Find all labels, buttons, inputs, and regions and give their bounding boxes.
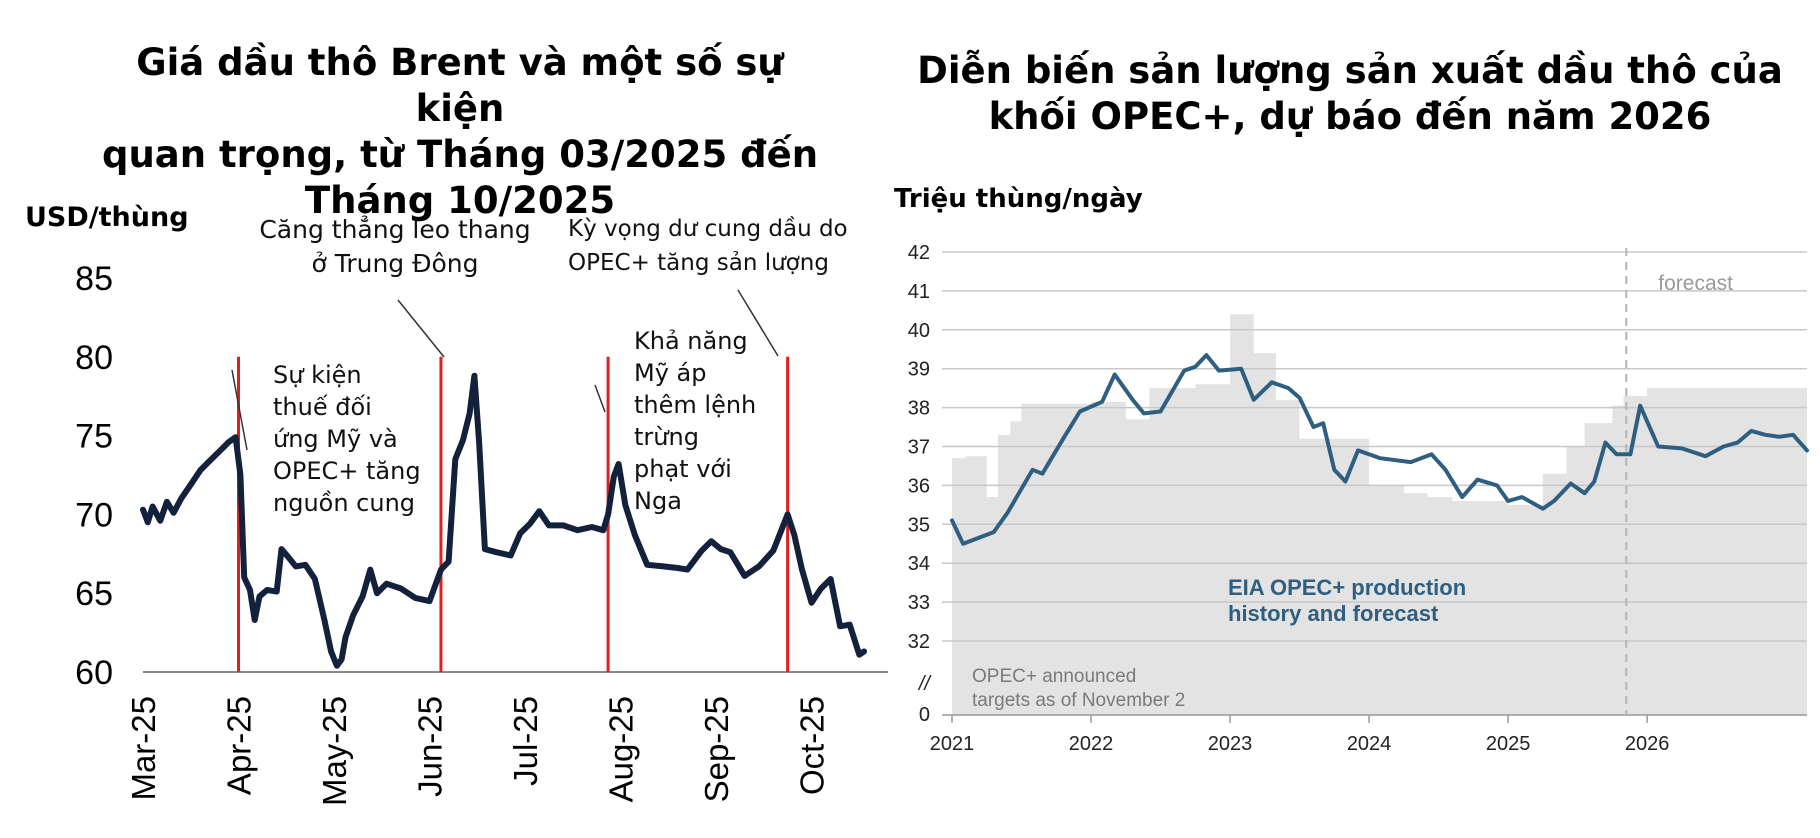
brent-y-tick-label: 80	[75, 339, 113, 377]
opec-targets-label: OPEC+ announced	[972, 666, 1136, 687]
brent-y-tick-label: 75	[75, 418, 113, 456]
annotation-russia-line: phạt với	[634, 455, 732, 483]
opec-y-tick-label: 38	[908, 398, 930, 420]
brent-x-tick-label: Jun-25	[412, 696, 449, 797]
annotation-tariff-line: thuế đối	[273, 393, 372, 421]
opec-x-tick-label: 2022	[1069, 733, 1114, 755]
opec-production-line	[950, 353, 1809, 546]
annotation-tariff-line: Sự kiện	[273, 361, 362, 389]
opec-series-label: history and forecast	[1228, 601, 1439, 626]
brent-x-tick-label: Mar-25	[125, 696, 162, 801]
annotation-russia-line: Khả năng	[634, 327, 748, 355]
opec-title-line-1: Diễn biến sản lượng sản xuất dầu thô của	[917, 49, 1783, 92]
opec-y-tick-label: 40	[908, 320, 930, 342]
annotation-leader-line	[737, 289, 779, 357]
annotation-middle-east-line: Căng thẳng leo thang	[259, 215, 531, 244]
brent-x-tick-label: Aug-25	[603, 696, 640, 802]
annotation-oversupply-line: OPEC+ tăng sản lượng	[568, 250, 829, 276]
axis-break-mark: //	[917, 673, 933, 695]
annotation-russia-line: trừng	[634, 423, 699, 451]
opec-chart-panel: Diễn biến sản lượng sản xuất dầu thô của…	[880, 0, 1820, 838]
annotation-tariff: Sự kiện thuế đối ứng Mỹ và OPEC+ tăng ng…	[273, 359, 421, 519]
brent-x-tick-label: Jul-25	[507, 696, 544, 786]
forecast-label: forecast	[1658, 272, 1733, 295]
annotation-russia-line: Mỹ áp	[634, 359, 707, 387]
annotation-middle-east: Căng thẳng leo thang ở Trung Đông	[245, 213, 545, 281]
brent-title-line-3: Tháng 10/2025	[304, 179, 616, 222]
annotation-russia-sanctions: Khả năng Mỹ áp thêm lệnh trừng phạt với …	[634, 325, 756, 517]
brent-y-tick-label: 85	[75, 260, 113, 298]
opec-chart-title: Diễn biến sản lượng sản xuất dầu thô của…	[900, 48, 1800, 140]
annotation-oversupply-line: Kỳ vọng dư cung dầu do	[568, 216, 848, 242]
opec-y-tick-label: 37	[908, 437, 930, 459]
brent-x-tick-label: May-25	[316, 696, 353, 806]
annotation-leader-line	[397, 299, 445, 358]
opec-x-tick-label: 2026	[1625, 733, 1670, 755]
opec-y-tick-label: 41	[908, 281, 930, 303]
brent-price-line	[140, 372, 867, 669]
opec-x-tick-label: 2024	[1347, 733, 1392, 755]
opec-y-tick-label: 35	[908, 514, 930, 536]
opec-y-tick-label: 32	[908, 631, 930, 653]
brent-title-line-1: Giá dầu thô Brent và một số sự kiện	[136, 41, 784, 130]
brent-x-tick-label: Oct-25	[794, 696, 831, 795]
brent-title-line-2: quan trọng, từ Tháng 03/2025 đến	[101, 133, 819, 176]
annotation-tariff-line: ứng Mỹ và	[273, 425, 398, 453]
annotation-leader-line	[594, 384, 606, 413]
opec-y-tick-label: 34	[908, 553, 930, 575]
brent-x-tick-label: Sep-25	[698, 696, 735, 802]
opec-x-tick-label: 2023	[1208, 733, 1253, 755]
opec-x-tick-label: 2025	[1486, 733, 1531, 755]
brent-chart-panel: Giá dầu thô Brent và một số sự kiện quan…	[0, 0, 895, 838]
brent-chart-title: Giá dầu thô Brent và một số sự kiện quan…	[90, 40, 830, 224]
annotation-russia-line: thêm lệnh	[634, 391, 757, 419]
brent-y-tick-label: 70	[75, 496, 113, 534]
brent-y-tick-label: 65	[75, 575, 113, 613]
opec-targets-label: targets as of November 2	[972, 690, 1185, 711]
annotation-leader-line	[231, 369, 248, 451]
opec-unit-label: Triệu thùng/ngày	[894, 184, 1143, 214]
annotation-tariff-line: OPEC+ tăng	[273, 457, 421, 485]
opec-series-label: EIA OPEC+ production	[1228, 575, 1466, 600]
opec-title-line-2: khối OPEC+, dự báo đến năm 2026	[988, 95, 1712, 138]
opec-y-tick-label: 36	[908, 475, 930, 497]
annotation-russia-line: Nga	[634, 487, 682, 515]
opec-targets-area	[952, 314, 1807, 715]
brent-y-tick-label: 60	[75, 654, 113, 692]
brent-x-tick-label: Apr-25	[221, 696, 258, 795]
brent-chart-svg: 60 65 70 75 80 85 Mar-25 Apr-25 May-25 Jun-25 Jul-…	[75, 260, 888, 806]
opec-y-tick-label: 33	[908, 592, 930, 614]
annotation-oversupply: Kỳ vọng dư cung dầu do OPEC+ tăng sản lư…	[568, 212, 868, 280]
annotation-middle-east-line: ở Trung Đông	[311, 249, 479, 278]
brent-unit-label: USD/thùng	[25, 202, 189, 233]
opec-y-tick-label: 0	[919, 704, 930, 726]
annotation-tariff-line: nguồn cung	[273, 489, 416, 517]
opec-y-tick-label: 39	[908, 359, 930, 381]
opec-x-tick-label: 2021	[930, 733, 975, 755]
opec-y-tick-label: 42	[908, 242, 930, 264]
